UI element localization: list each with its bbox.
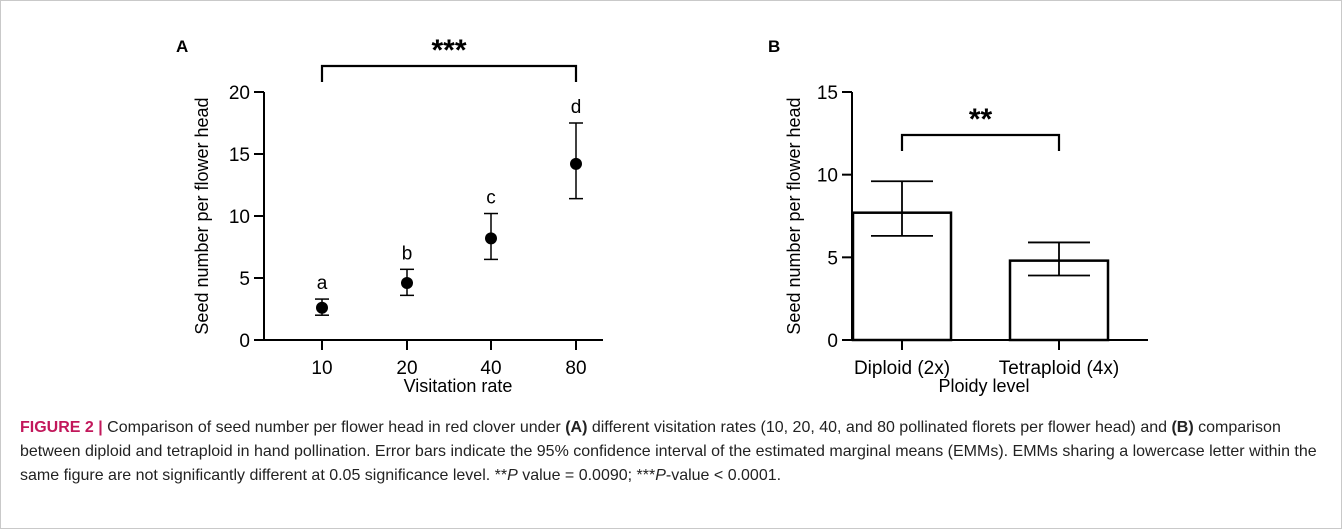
- panel-b-y-label: Seed number per flower head: [784, 97, 804, 334]
- group-letter: d: [571, 97, 582, 118]
- y-tick-label: 20: [229, 83, 250, 104]
- y-tick-label: 0: [827, 331, 838, 352]
- panel-b-bars: [851, 180, 1110, 342]
- caption-text-5: -value < 0.0001.: [665, 467, 782, 484]
- data-point: [485, 232, 497, 245]
- panel-b-x-ticks: Diploid (2x) Tetraploid (4x): [854, 340, 1119, 379]
- panel-b-letter: B: [768, 37, 780, 56]
- data-point: [570, 157, 582, 170]
- significance-stars: **: [969, 103, 993, 136]
- y-tick-label: 10: [229, 207, 250, 228]
- bar: [851, 211, 953, 342]
- y-tick-label: 15: [817, 83, 838, 104]
- caption-text-4: value = 0.0090; ***: [517, 467, 656, 484]
- group-letter: c: [486, 188, 496, 209]
- caption-ref-a: (A): [565, 419, 588, 436]
- caption-text-2: different visitation rates (10, 20, 40, …: [587, 419, 1172, 436]
- caption-p-symbol-1: P: [507, 467, 518, 484]
- panel-a-x-label: Visitation rate: [404, 376, 513, 396]
- data-point: [401, 276, 413, 289]
- group-letter: b: [402, 243, 413, 264]
- y-tick-label: 10: [817, 166, 838, 187]
- x-tick-label: Tetraploid (4x): [999, 358, 1119, 379]
- panel-b-y-ticks: 0 5 10 15: [817, 83, 852, 352]
- significance-bracket: [900, 133, 1061, 151]
- panel-a-points: a b c d: [315, 97, 583, 316]
- data-point: [316, 301, 328, 314]
- y-tick-label: 15: [229, 145, 250, 166]
- x-tick-label: 40: [480, 358, 501, 379]
- x-tick-label: 80: [565, 358, 586, 379]
- panel-a-letter: A: [176, 37, 188, 56]
- significance-bracket: [320, 64, 578, 82]
- caption-text-3: comparison between diploid and tetraploi…: [20, 419, 1317, 484]
- panel-a-significance: ***: [320, 34, 578, 82]
- panel-a-y-ticks: 0 5 10 15 20: [229, 83, 264, 352]
- figure-caption: FIGURE 2 | Comparison of seed number per…: [20, 416, 1330, 488]
- panel-a: A 0 5 10 15 20 10 20 40 80 a b c d *** Visitation …: [176, 34, 603, 396]
- caption-label: FIGURE 2 |: [20, 419, 103, 436]
- caption-p-symbol-2: P: [655, 467, 666, 484]
- group-letter: a: [317, 273, 328, 294]
- panel-a-y-label: Seed number per flower head: [192, 97, 212, 334]
- panel-b-significance: **: [900, 103, 1061, 151]
- panel-a-x-ticks: 10 20 40 80: [311, 340, 587, 379]
- y-tick-label: 5: [827, 248, 838, 269]
- figure-charts: A 0 5 10 15 20 10 20 40 80 a b c d *** Visitation …: [176, 34, 1148, 396]
- caption-text-1: Comparison of seed number per flower hea…: [102, 419, 566, 436]
- x-tick-label: 20: [396, 358, 417, 379]
- significance-stars: ***: [431, 34, 466, 67]
- x-tick-label: Diploid (2x): [854, 358, 950, 379]
- y-tick-label: 5: [239, 269, 250, 290]
- caption-ref-b: (B): [1171, 419, 1194, 436]
- panel-b-x-label: Ploidy level: [938, 376, 1029, 396]
- y-tick-label: 0: [239, 331, 250, 352]
- x-tick-label: 10: [311, 358, 332, 379]
